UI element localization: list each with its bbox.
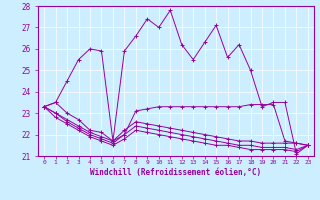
X-axis label: Windchill (Refroidissement éolien,°C): Windchill (Refroidissement éolien,°C) [91, 168, 261, 177]
